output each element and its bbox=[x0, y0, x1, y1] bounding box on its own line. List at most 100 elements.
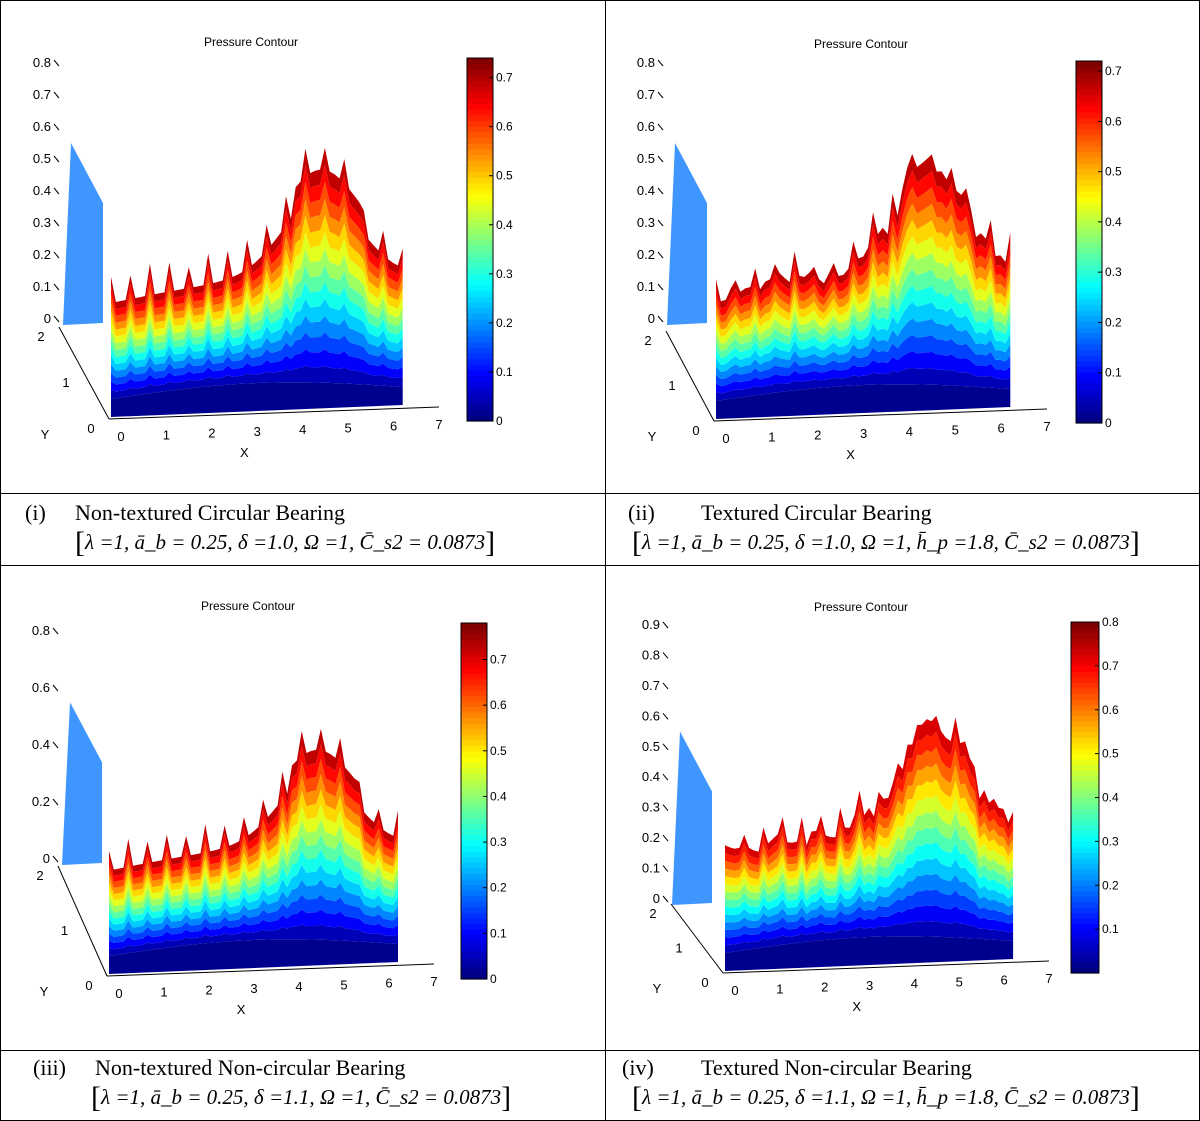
colorbar-segment bbox=[1071, 945, 1099, 952]
colorbar-segment bbox=[467, 228, 493, 235]
x-axis-line bbox=[108, 406, 440, 420]
colorbar-tick-label: 0.1 bbox=[490, 926, 507, 940]
z-tick-mark bbox=[662, 682, 669, 690]
colorbar-segment bbox=[1071, 720, 1099, 727]
surface-band bbox=[716, 203, 1011, 330]
surface-bands bbox=[109, 728, 398, 956]
colorbar: 0.1 0.2 0.3 0.4 0.5 0.6 0.7 0.8 bbox=[1070, 615, 1119, 974]
colorbar-segment bbox=[1071, 802, 1099, 810]
colorbar-segment bbox=[1076, 264, 1102, 271]
z-tick-label: 0.4 bbox=[637, 183, 655, 198]
surface-band bbox=[111, 198, 403, 330]
caption-number: (i) bbox=[25, 500, 46, 525]
y-tick-label: 0 bbox=[692, 423, 699, 438]
x-tick-label: 4 bbox=[911, 976, 918, 991]
x-tick-label: 2 bbox=[821, 980, 828, 995]
colorbar-segment bbox=[461, 923, 487, 930]
colorbar-segment bbox=[1076, 360, 1102, 368]
colorbar-segment bbox=[467, 182, 493, 190]
z-tick-mark bbox=[53, 123, 60, 131]
colorbar-segment bbox=[1076, 123, 1102, 130]
surface-band bbox=[111, 215, 403, 337]
colorbar-tick-label: 0.7 bbox=[1102, 659, 1119, 673]
colorbar-segment bbox=[1071, 841, 1099, 848]
colorbar-segment bbox=[461, 700, 487, 708]
surface-band bbox=[109, 849, 398, 925]
colorbar-segment bbox=[467, 358, 493, 365]
colorbar-segment bbox=[461, 767, 487, 774]
surface-left-wing bbox=[667, 143, 707, 325]
colorbar-segment bbox=[467, 103, 493, 110]
colorbar-segment bbox=[1076, 208, 1102, 215]
surface-band bbox=[725, 873, 1014, 930]
surface-band bbox=[111, 298, 403, 371]
colorbar-segment bbox=[467, 307, 493, 314]
z-tick-label: 0.2 bbox=[637, 247, 655, 262]
panel-iii: Pressure Contour 0 0.2 0.4 0.6 0.8 0 1 2 Y 0 1 2 3 4 5 6… bbox=[0, 565, 606, 1051]
caption-i: (i) Non-textured Circular Bearing [λ =1,… bbox=[0, 493, 606, 566]
colorbar-segment bbox=[1071, 731, 1099, 738]
surface-band bbox=[716, 367, 1011, 401]
x-tick-label: 0 bbox=[731, 983, 738, 998]
colorbar-segment bbox=[461, 723, 487, 730]
z-tick-label: 0.5 bbox=[33, 151, 51, 166]
z-tick-mark bbox=[52, 798, 59, 806]
z-tick-mark bbox=[52, 684, 59, 692]
colorbar-segment bbox=[467, 92, 493, 99]
z-tick-label: 0.3 bbox=[637, 215, 655, 230]
surface-band bbox=[109, 774, 398, 894]
colorbar-segment bbox=[461, 917, 487, 924]
z-tick-label: 0.9 bbox=[642, 617, 660, 632]
colorbar-segment bbox=[461, 901, 487, 908]
colorbar-segment bbox=[467, 347, 493, 354]
colorbar-segment bbox=[467, 194, 493, 201]
z-tick-label: 0.1 bbox=[33, 279, 51, 294]
z-tick-label: 0.6 bbox=[642, 708, 660, 723]
x-tick-label: 0 bbox=[117, 429, 124, 444]
colorbar-segment bbox=[461, 890, 487, 897]
colorbar-segment bbox=[467, 296, 493, 303]
surface-band bbox=[111, 248, 403, 351]
colorbar-segment bbox=[461, 773, 487, 780]
colorbar-segment bbox=[1076, 355, 1102, 362]
colorbar-segment bbox=[1076, 213, 1102, 220]
plot-title: Pressure Contour bbox=[814, 37, 908, 51]
y-axis-line bbox=[57, 865, 108, 977]
colorbar-tick-label: 0.4 bbox=[1105, 215, 1122, 229]
surface-band bbox=[111, 231, 403, 344]
colorbar-segment bbox=[1076, 377, 1102, 385]
caption-params: [λ =1, ā_b = 0.25, δ =1.1, Ω =1, h̄_p =1… bbox=[632, 1081, 1140, 1114]
z-tick-label: 0.4 bbox=[32, 737, 50, 752]
surface-base bbox=[111, 382, 403, 417]
param-text: λ =1, ā_b = 0.25, δ =1.0, Ω =1, C̄_s2 = … bbox=[85, 530, 486, 554]
colorbar-segment bbox=[467, 409, 493, 416]
z-tick-mark bbox=[657, 315, 664, 323]
surface-band bbox=[725, 921, 1014, 953]
colorbar-segment bbox=[461, 828, 487, 835]
x-tick-label: 4 bbox=[906, 424, 913, 439]
surface-band bbox=[111, 332, 403, 385]
colorbar-segment bbox=[461, 750, 487, 758]
colorbar-segment bbox=[461, 728, 487, 735]
colorbar-segment bbox=[1076, 111, 1102, 119]
colorbar-segment bbox=[467, 160, 493, 167]
colorbar-segment bbox=[467, 369, 493, 377]
caption-iii: (iii) Non-textured Non-circular Bearing … bbox=[0, 1050, 606, 1121]
colorbar-segment bbox=[467, 245, 493, 252]
surface-band bbox=[109, 909, 398, 950]
y-tick-label: 1 bbox=[668, 378, 675, 393]
z-tick-label: 0.1 bbox=[642, 861, 660, 876]
colorbar-segment bbox=[461, 673, 487, 680]
z-tick-label: 0.4 bbox=[33, 183, 51, 198]
colorbar-segment bbox=[467, 63, 493, 70]
colorbar-segment bbox=[1076, 72, 1102, 79]
x-tick-label: 7 bbox=[1043, 419, 1050, 434]
colorbar-segment bbox=[461, 784, 487, 791]
z-tick-label: 0.3 bbox=[642, 800, 660, 815]
colorbar-segment bbox=[1071, 687, 1099, 694]
colorbar-segment bbox=[1076, 309, 1102, 317]
colorbar-segment bbox=[1076, 157, 1102, 164]
colorbar-tick-label: 0.4 bbox=[496, 218, 513, 232]
colorbar-segment bbox=[461, 778, 487, 785]
colorbar-segment bbox=[1076, 151, 1102, 158]
